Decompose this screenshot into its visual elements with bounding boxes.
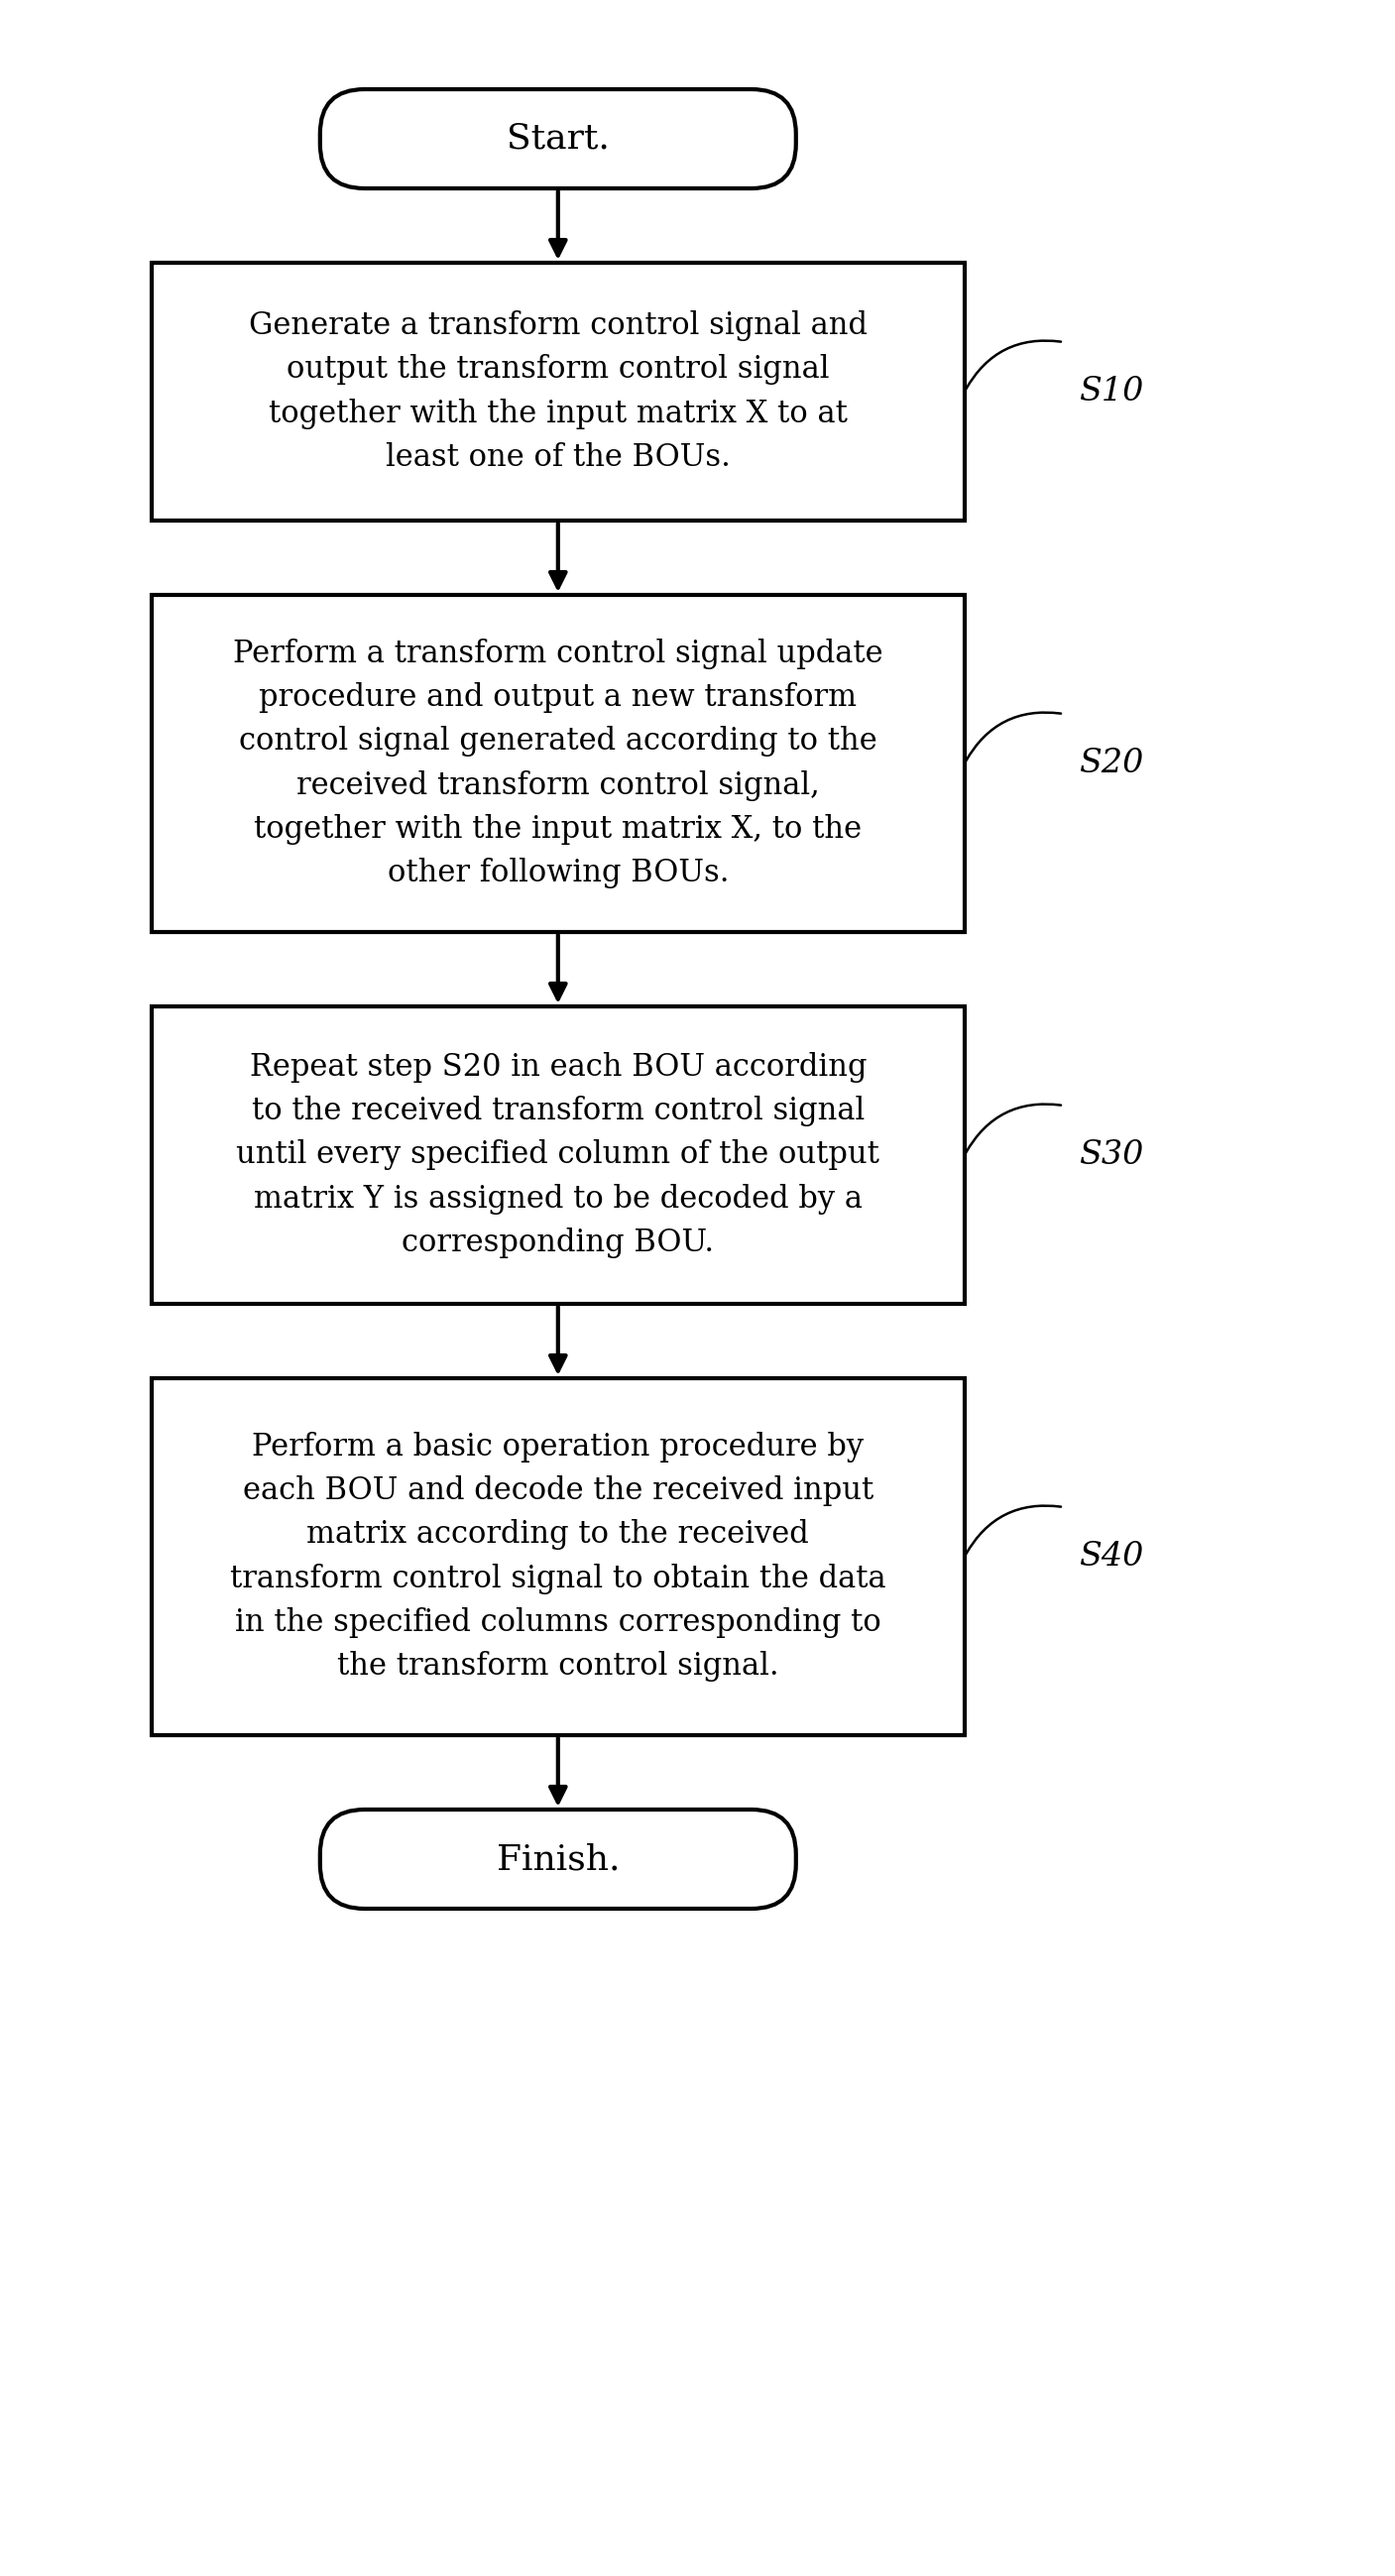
FancyBboxPatch shape: [319, 90, 797, 188]
Text: Perform a transform control signal update
procedure and output a new transform
c: Perform a transform control signal updat…: [233, 639, 883, 889]
Text: S40: S40: [1078, 1540, 1144, 1571]
Bar: [152, 1007, 964, 1303]
Text: Perform a basic operation procedure by
each BOU and decode the received input
ma: Perform a basic operation procedure by e…: [230, 1432, 886, 1682]
Bar: [152, 263, 964, 520]
Bar: [152, 1378, 964, 1736]
Text: Start.: Start.: [506, 121, 610, 155]
Bar: [152, 595, 964, 933]
FancyBboxPatch shape: [319, 1808, 797, 1909]
Text: Repeat step S20 in each BOU according
to the received transform control signal
u: Repeat step S20 in each BOU according to…: [236, 1051, 880, 1257]
Text: S30: S30: [1078, 1139, 1144, 1172]
Text: Finish.: Finish.: [497, 1842, 619, 1875]
Text: S20: S20: [1078, 747, 1144, 781]
Text: S10: S10: [1078, 376, 1144, 407]
Text: Generate a transform control signal and
output the transform control signal
toge: Generate a transform control signal and …: [248, 312, 868, 474]
